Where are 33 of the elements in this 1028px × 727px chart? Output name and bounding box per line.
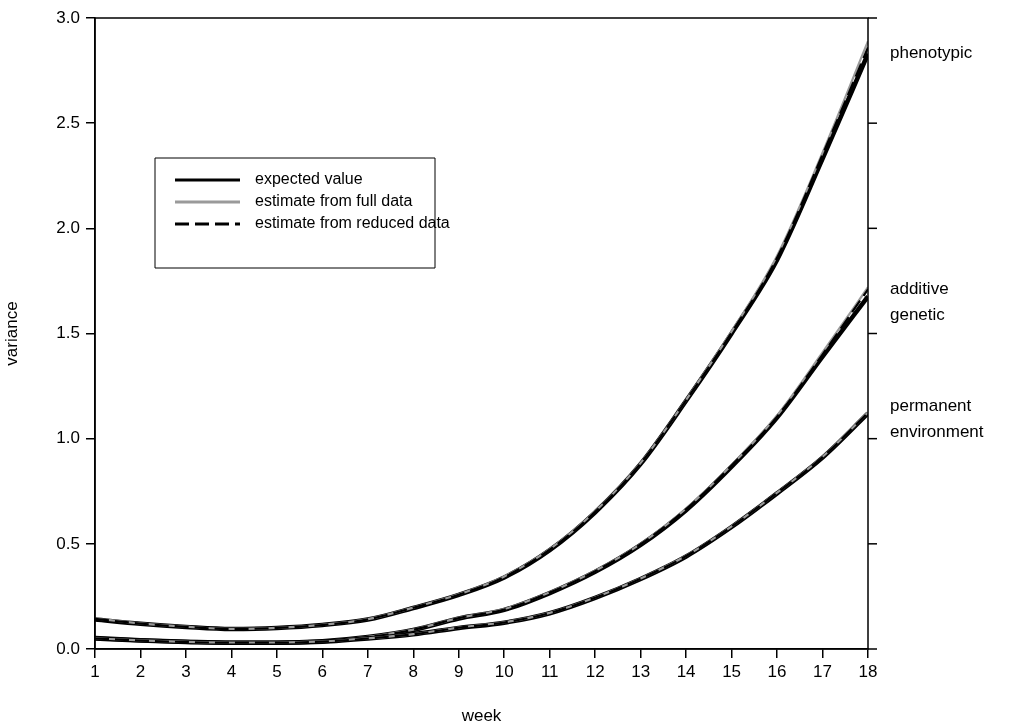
legend-label: expected value bbox=[255, 170, 363, 188]
legend-label: estimate from reduced data bbox=[255, 214, 450, 232]
x-tick-label: 8 bbox=[408, 661, 419, 681]
legend-label: estimate from full data bbox=[255, 192, 413, 210]
x-tick-label: 6 bbox=[317, 661, 328, 681]
x-tick-label: 18 bbox=[858, 661, 878, 681]
x-tick-label: 7 bbox=[363, 661, 373, 681]
x-tick-label: 15 bbox=[722, 661, 742, 681]
x-tick-label: 9 bbox=[454, 661, 464, 681]
x-tick-label: 17 bbox=[813, 661, 832, 681]
y-tick-label: 1.0 bbox=[56, 428, 80, 448]
x-tick-label: 1 bbox=[90, 661, 100, 681]
y-tick-label: 0.5 bbox=[56, 533, 80, 553]
y-tick-label: 1.5 bbox=[56, 323, 80, 343]
y-tick-label: 2.5 bbox=[56, 112, 80, 132]
y-tick-label: 0.0 bbox=[56, 638, 80, 658]
x-tick-label: 4 bbox=[226, 661, 237, 681]
y-tick-label: 3.0 bbox=[56, 7, 80, 27]
text: permanent environment bbox=[890, 396, 984, 442]
x-tick-label: 2 bbox=[135, 661, 146, 681]
y-tick-label: 2.0 bbox=[56, 218, 80, 238]
x-tick-label: 14 bbox=[676, 661, 696, 681]
x-tick-label: 16 bbox=[767, 661, 787, 681]
x-tick-label: 3 bbox=[181, 661, 191, 681]
x-tick-label: 13 bbox=[631, 661, 651, 681]
x-tick-label: 5 bbox=[272, 661, 282, 681]
text: additive genetic bbox=[890, 279, 949, 325]
x-tick-label: 12 bbox=[585, 661, 605, 681]
text: phenotypic bbox=[890, 43, 973, 63]
x-axis-title: week bbox=[460, 706, 502, 726]
x-tick-label: 10 bbox=[494, 661, 514, 681]
x-tick-label: 11 bbox=[540, 661, 559, 681]
y-axis-title: variance bbox=[1, 301, 21, 366]
